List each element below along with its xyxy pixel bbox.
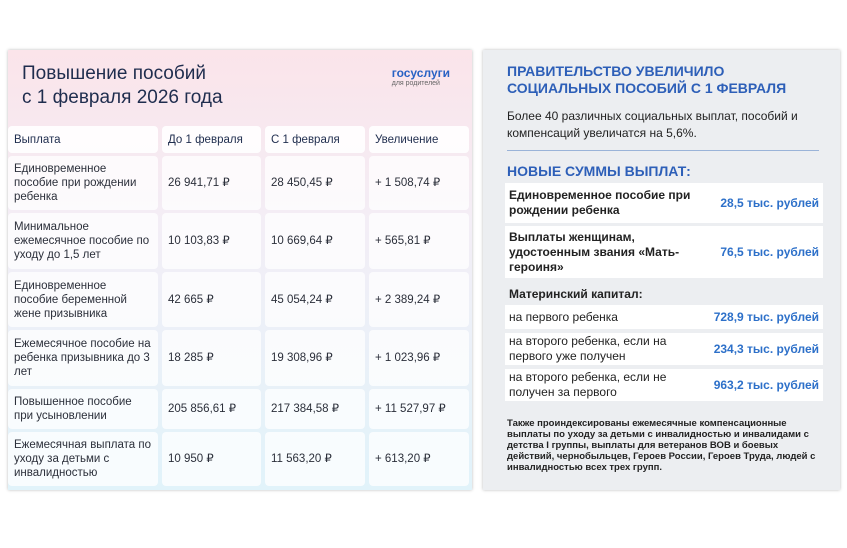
header-cell: Выплата (8, 126, 158, 153)
table-cell: 11 563,20 ₽ (265, 432, 365, 486)
payment-item: Единовременное пособие при рождении ребе… (505, 183, 823, 223)
table-cell: + 2 389,24 ₽ (369, 272, 469, 327)
header-cell: До 1 февраля (162, 126, 261, 153)
table-cell: 45 054,24 ₽ (265, 272, 365, 327)
table-cell: 26 941,71 ₽ (162, 156, 261, 210)
payment-item: Выплаты женщинам, удостоенным звания «Ма… (505, 226, 823, 278)
logo: госуслуги для родителей (392, 66, 450, 87)
payment-amount: 234,3 тыс. рублей (713, 342, 819, 356)
table-cell: Ежемесячное пособие на ребенка призывник… (8, 330, 158, 386)
table-cell: 10 669,64 ₽ (265, 213, 365, 269)
heading-line: ПРАВИТЕЛЬСТВО УВЕЛИЧИЛО (507, 63, 725, 79)
footnote: Также проиндексированы ежемесячные компе… (507, 418, 816, 473)
table-cell: + 1 508,74 ₽ (369, 156, 469, 210)
table-cell: 217 384,58 ₽ (265, 389, 365, 429)
payment-amount: 963,2 тыс. рублей (713, 378, 819, 392)
benefits-panel: Повышение пособий с 1 февраля 2026 года … (8, 50, 472, 490)
payment-label: Выплаты женщинам, удостоенным звания «Ма… (509, 229, 680, 274)
table-cell: 19 308,96 ₽ (265, 330, 365, 386)
table-cell: Повышенное пособие при усыновлении (8, 389, 158, 429)
separator (507, 150, 819, 151)
subheading: НОВЫЕ СУММЫ ВЫПЛАТ: (507, 163, 691, 179)
title-line: с 1 февраля 2026 года (22, 87, 223, 108)
payment-amount: 728,9 тыс. рублей (713, 310, 819, 324)
logo-brand: госуслуги (391, 66, 450, 80)
heading-line: СОЦИАЛЬНЫХ ПОСОБИЙ С 1 ФЕВРАЛЯ (507, 80, 787, 96)
header-cell: Увеличение (369, 126, 469, 153)
payment-label: на второго ребенка, если на первого уже … (509, 334, 667, 363)
table-cell: + 11 527,97 ₽ (369, 389, 469, 429)
panel-title: Повышение пособий с 1 февраля 2026 года (22, 62, 223, 110)
capital-title: Материнский капитал: (509, 287, 643, 301)
intro: Более 40 различных социальных выплат, по… (507, 109, 798, 140)
payment-item: на второго ребенка, если на первого уже … (505, 333, 823, 365)
payment-amount: 76,5 тыс. рублей (720, 245, 819, 259)
table-cell: Единовременное пособие при рождении ребе… (8, 156, 158, 210)
table-cell: + 613,20 ₽ (369, 432, 469, 486)
heading: ПРАВИТЕЛЬСТВО УВЕЛИЧИЛО СОЦИАЛЬНЫХ ПОСОБ… (507, 63, 786, 97)
table-cell: + 565,81 ₽ (369, 213, 469, 269)
title-line: Повышение пособий (22, 63, 206, 84)
table-cell: 10 950 ₽ (162, 432, 261, 486)
payment-item: на второго ребенка, если не получен за п… (505, 369, 823, 401)
table-cell: 42 665 ₽ (162, 272, 261, 327)
table-cell: 18 285 ₽ (162, 330, 261, 386)
benefits-table: Выплата До 1 февраля С 1 февраля Увеличение… (8, 126, 472, 486)
payment-label: Единовременное пособие при рождении ребе… (509, 188, 691, 217)
table-cell: Единовременное пособие беременной жене п… (8, 272, 158, 327)
table-cell: 10 103,83 ₽ (162, 213, 261, 269)
table-cell: 28 450,45 ₽ (265, 156, 365, 210)
table-cell: + 1 023,96 ₽ (369, 330, 469, 386)
payment-amount: 28,5 тыс. рублей (720, 196, 819, 210)
logo-sub: для родителей (391, 80, 440, 87)
payment-item: на первого ребенка 728,9 тыс. рублей (505, 305, 823, 329)
table-cell: 205 856,61 ₽ (162, 389, 261, 429)
payment-label: на первого ребенка (509, 309, 618, 324)
table-cell: Минимальное ежемесячное пособие по уходу… (8, 213, 158, 269)
table-cell: Ежемесячная выплата по уходу за детьми с… (8, 432, 158, 486)
summary-panel: ПРАВИТЕЛЬСТВО УВЕЛИЧИЛО СОЦИАЛЬНЫХ ПОСОБ… (483, 50, 840, 490)
payment-label: на второго ребенка, если не получен за п… (509, 370, 667, 399)
header-cell: С 1 февраля (265, 126, 365, 153)
